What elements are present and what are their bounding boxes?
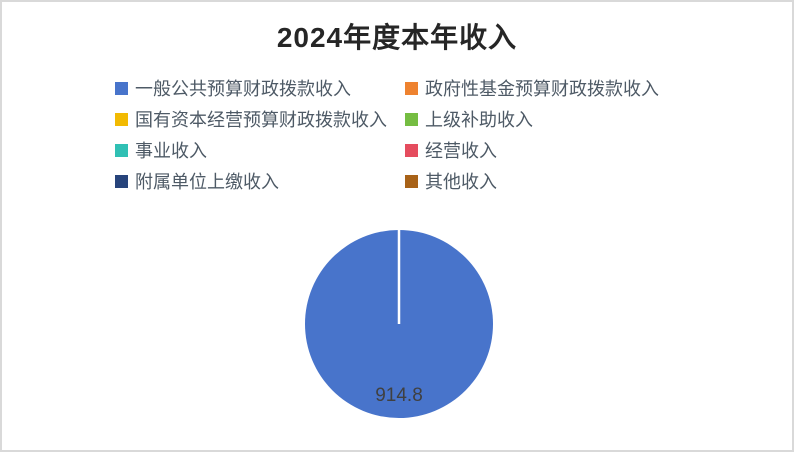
legend-label: 附属单位上缴收入 <box>135 171 279 192</box>
legend-label: 上级补助收入 <box>425 109 533 130</box>
pie-plot-area: 914.8 <box>299 224 499 424</box>
legend-swatch <box>405 82 418 95</box>
legend-swatch <box>115 82 128 95</box>
pie-chart-svg: 914.8 <box>305 230 493 418</box>
chart-title: 2024年度本年收入 <box>276 22 518 53</box>
legend-label: 经营收入 <box>425 140 497 161</box>
pie-data-label: 914.8 <box>375 385 423 406</box>
legend-item: 国有资本经营预算财政拨款收入 <box>115 111 405 129</box>
legend-swatch <box>405 175 418 188</box>
legend-label: 国有资本经营预算财政拨款收入 <box>135 109 387 130</box>
legend-label: 政府性基金预算财政拨款收入 <box>425 78 659 99</box>
legend-item: 上级补助收入 <box>405 111 659 129</box>
legend-swatch <box>115 144 128 157</box>
legend-swatch <box>115 175 128 188</box>
legend-item: 一般公共预算财政拨款收入 <box>115 80 405 98</box>
legend-item: 附属单位上缴收入 <box>115 173 405 191</box>
legend-swatch <box>405 144 418 157</box>
legend-label: 一般公共预算财政拨款收入 <box>135 78 351 99</box>
legend-item: 经营收入 <box>405 142 659 160</box>
legend-item: 政府性基金预算财政拨款收入 <box>405 80 659 98</box>
legend-swatch <box>115 113 128 126</box>
legend-label: 事业收入 <box>135 140 207 161</box>
chart-legend: 一般公共预算财政拨款收入 政府性基金预算财政拨款收入国有资本经营预算财政拨款收入 上… <box>115 73 659 197</box>
legend-label: 其他收入 <box>425 171 497 192</box>
legend-swatch <box>405 113 418 126</box>
legend-item: 事业收入 <box>115 142 405 160</box>
legend-item: 其他收入 <box>405 173 659 191</box>
